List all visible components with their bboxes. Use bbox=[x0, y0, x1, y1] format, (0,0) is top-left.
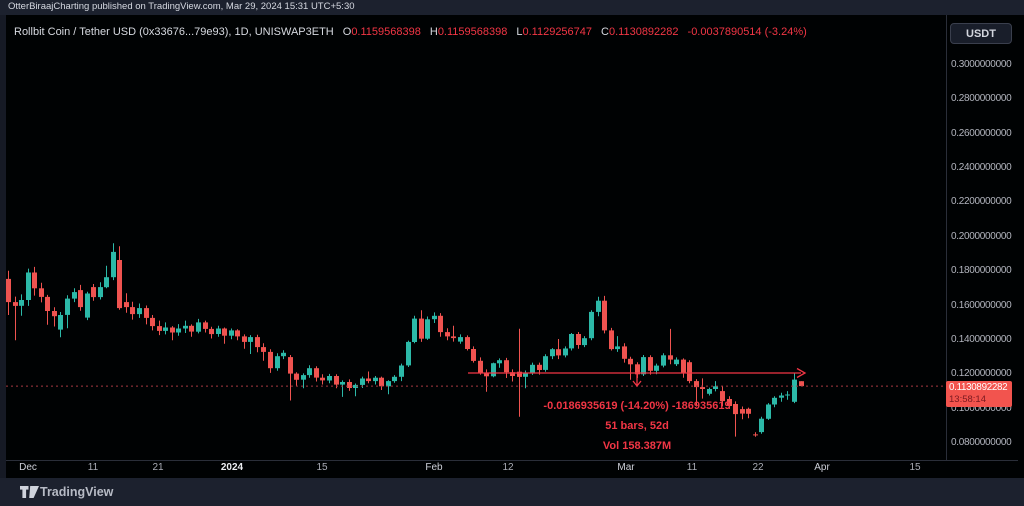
price-tick-label: 0.1400000000 bbox=[951, 334, 1012, 345]
time-axis-separator bbox=[6, 460, 1018, 461]
price-tick-label: 0.1800000000 bbox=[951, 265, 1012, 276]
time-tick-label: 2024 bbox=[220, 461, 244, 473]
price-tick-label: 0.1000000000 bbox=[951, 403, 1012, 414]
time-tick-label: 11 bbox=[686, 461, 698, 473]
bar-countdown: 13:58:14 bbox=[949, 394, 986, 405]
time-tick-label: 15 bbox=[316, 461, 328, 473]
chart-background bbox=[0, 15, 1024, 478]
time-tick-label: 15 bbox=[909, 461, 921, 473]
time-tick-label: 21 bbox=[152, 461, 164, 473]
measure-volume: Vol 158.387M bbox=[602, 440, 672, 452]
low-label: L bbox=[516, 26, 523, 38]
measure-annotation[interactable]: -0.0186935619 (-14.20%) -186935619 51 ba… bbox=[467, 396, 807, 456]
price-tick-label: 0.3000000000 bbox=[951, 59, 1012, 70]
time-tick-label: 12 bbox=[502, 461, 514, 473]
left-edge-strip bbox=[0, 15, 6, 478]
time-tick-label: 11 bbox=[87, 461, 99, 473]
close-value: 0.1130892282 bbox=[608, 26, 679, 38]
symbol-info-bar: Rollbit Coin / Tether USD (0x33676...79e… bbox=[14, 26, 807, 38]
tradingview-brand-text[interactable]: TradingView bbox=[40, 485, 114, 499]
tradingview-logo-icon[interactable] bbox=[20, 486, 39, 498]
time-tick-label: Apr bbox=[814, 461, 830, 473]
price-tick-label: 0.0800000000 bbox=[951, 437, 1012, 448]
price-tick-label: 0.1600000000 bbox=[951, 300, 1012, 311]
open-label: O bbox=[342, 26, 352, 38]
chart-pane[interactable] bbox=[6, 15, 946, 460]
time-tick-label: 22 bbox=[752, 461, 764, 473]
measure-price-change: -0.0186935619 (-14.20%) -186935619 bbox=[543, 400, 731, 412]
price-tick-label: 0.2400000000 bbox=[951, 162, 1012, 173]
high-value: 0.1159568398 bbox=[437, 26, 508, 38]
symbol-title[interactable]: Rollbit Coin / Tether USD (0x33676...79e… bbox=[14, 26, 334, 38]
open-value: 0.1159568398 bbox=[351, 26, 421, 38]
publish-bar: OtterBiraajCharting published on Trading… bbox=[0, 0, 1024, 15]
price-tick-label: 0.2000000000 bbox=[951, 231, 1012, 242]
price-tick-label: 0.1200000000 bbox=[951, 368, 1012, 379]
time-tick-label: Mar bbox=[617, 461, 635, 473]
publish-text: OtterBiraajCharting published on Trading… bbox=[8, 1, 355, 12]
low-value: 0.1129256747 bbox=[522, 26, 593, 38]
price-tick-label: 0.2600000000 bbox=[951, 128, 1012, 139]
price-tick-label: 0.2800000000 bbox=[951, 93, 1012, 104]
price-tick-label: 0.2200000000 bbox=[951, 196, 1012, 207]
last-price-value: 0.1130892282 bbox=[949, 382, 1008, 393]
change-value: -0.0037890514 (-3.24%) bbox=[687, 26, 807, 38]
footer-bar: TradingView bbox=[0, 478, 1024, 506]
currency-toggle-button[interactable]: USDT bbox=[950, 23, 1012, 44]
measure-bars-days: 51 bars, 52d bbox=[605, 420, 669, 432]
last-price-label[interactable]: 0.1130892282 13:58:14 bbox=[946, 381, 1012, 407]
price-axis-separator bbox=[946, 15, 947, 460]
time-tick-label: Feb bbox=[425, 461, 443, 473]
high-label: H bbox=[429, 26, 438, 38]
close-label: C bbox=[601, 26, 609, 38]
time-tick-label: Dec bbox=[19, 461, 37, 473]
